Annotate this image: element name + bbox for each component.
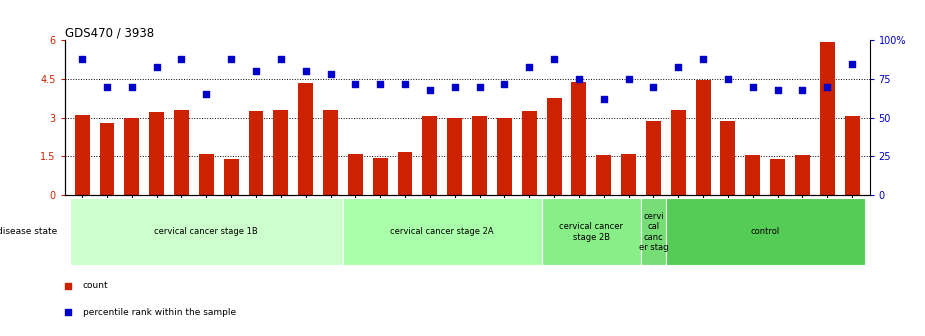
Point	[497, 81, 512, 86]
Point	[124, 84, 140, 89]
Bar	[771, 159, 785, 195]
Bar	[69, 198, 343, 265]
Bar	[746, 155, 760, 195]
Bar	[298, 83, 314, 195]
Point	[274, 56, 289, 61]
Bar	[597, 155, 611, 195]
Point	[373, 81, 388, 86]
Bar	[398, 153, 413, 195]
Point	[348, 81, 363, 86]
Point	[61, 310, 76, 315]
Bar	[249, 111, 264, 195]
Point	[646, 84, 660, 89]
Point	[696, 56, 710, 61]
Text: cervi
cal
canc
er stag: cervi cal canc er stag	[638, 212, 668, 252]
Point	[746, 84, 760, 89]
Point	[671, 64, 685, 69]
Bar	[572, 82, 586, 195]
Bar	[845, 116, 859, 195]
Point	[771, 87, 785, 92]
Bar	[542, 198, 641, 265]
Point	[100, 84, 115, 89]
Bar	[323, 110, 338, 195]
Point	[199, 92, 214, 97]
Point	[448, 84, 462, 89]
Point	[721, 76, 735, 82]
Text: cervical cancer stage 2A: cervical cancer stage 2A	[390, 227, 494, 236]
Bar	[149, 113, 164, 195]
Text: disease state: disease state	[0, 227, 57, 236]
Bar	[671, 110, 685, 195]
Point	[61, 283, 76, 288]
Bar	[348, 154, 363, 195]
Bar	[343, 198, 542, 265]
Point	[224, 56, 239, 61]
Point	[796, 87, 810, 92]
Point	[298, 69, 313, 74]
Bar	[448, 118, 462, 195]
Point	[472, 84, 487, 89]
Point	[522, 64, 536, 69]
Bar	[224, 159, 239, 195]
Bar	[497, 118, 512, 195]
Bar	[75, 115, 90, 195]
Bar	[666, 198, 865, 265]
Bar	[795, 155, 810, 195]
Bar	[199, 154, 214, 195]
Text: count: count	[83, 281, 108, 290]
Bar	[820, 42, 834, 195]
Bar	[100, 123, 115, 195]
Point	[820, 84, 834, 89]
Point	[622, 76, 636, 82]
Bar	[721, 122, 735, 195]
Text: control: control	[750, 227, 780, 236]
Bar	[423, 116, 438, 195]
Bar	[522, 111, 536, 195]
Point	[249, 69, 264, 74]
Bar	[174, 110, 189, 195]
Bar	[641, 198, 666, 265]
Bar	[124, 118, 140, 195]
Bar	[472, 116, 487, 195]
Point	[149, 64, 164, 69]
Bar	[274, 110, 289, 195]
Point	[572, 76, 586, 82]
Bar	[621, 154, 636, 195]
Point	[75, 56, 90, 61]
Point	[845, 61, 859, 66]
Point	[597, 96, 611, 102]
Text: cervical cancer
stage 2B: cervical cancer stage 2B	[560, 222, 623, 242]
Bar	[696, 80, 710, 195]
Bar	[373, 158, 388, 195]
Text: cervical cancer stage 1B: cervical cancer stage 1B	[154, 227, 258, 236]
Point	[174, 56, 189, 61]
Text: GDS470 / 3938: GDS470 / 3938	[65, 26, 154, 39]
Bar	[646, 122, 660, 195]
Text: percentile rank within the sample: percentile rank within the sample	[83, 308, 236, 317]
Bar	[547, 98, 561, 195]
Point	[398, 81, 413, 86]
Point	[547, 56, 561, 61]
Point	[423, 87, 438, 92]
Point	[323, 72, 338, 77]
